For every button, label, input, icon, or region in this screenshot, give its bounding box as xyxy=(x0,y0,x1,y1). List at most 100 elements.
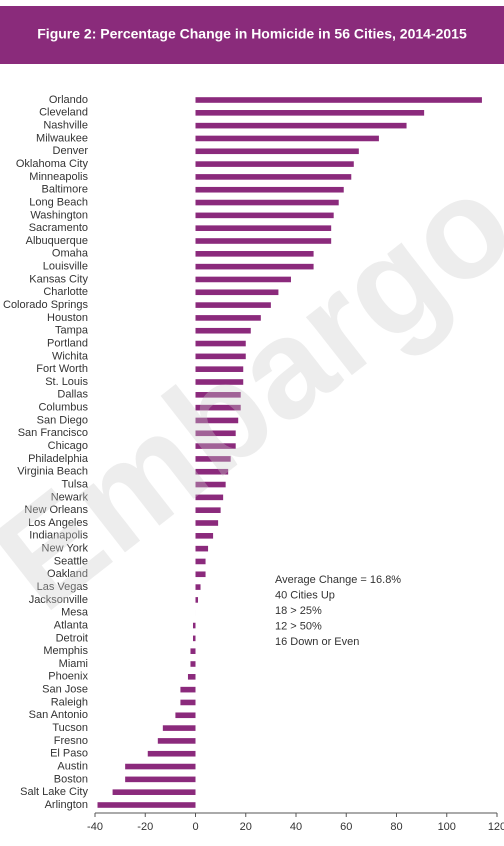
bar xyxy=(125,776,196,783)
bar xyxy=(195,558,206,565)
x-tick-label: 80 xyxy=(390,821,402,833)
y-tick-label: Chicago xyxy=(48,440,88,452)
y-tick-label: Sacramento xyxy=(29,222,88,234)
y-tick-label: Indianapolis xyxy=(29,530,88,542)
bar xyxy=(195,97,482,103)
title-banner xyxy=(0,6,504,64)
bar xyxy=(147,750,196,757)
y-tick-label: Nashville xyxy=(43,120,88,132)
y-tick-label: Tampa xyxy=(55,325,89,337)
bar xyxy=(157,738,196,744)
y-tick-label: Louisville xyxy=(43,261,88,273)
bar xyxy=(195,340,246,347)
bar xyxy=(195,481,226,488)
bar xyxy=(195,238,332,244)
y-tick-label: Virginia Beach xyxy=(17,466,88,478)
y-tick-label: Wichita xyxy=(52,350,89,362)
bar xyxy=(195,430,236,437)
y-tick-label: Denver xyxy=(53,145,89,157)
bar xyxy=(195,545,209,552)
bar xyxy=(195,417,239,424)
bar xyxy=(187,674,196,680)
bar xyxy=(195,251,314,257)
y-tick-label: Oklahoma City xyxy=(16,158,89,170)
chart-title: Figure 2: Percentage Change in Homicide … xyxy=(37,26,467,42)
bar xyxy=(195,302,271,308)
x-tick-label: 0 xyxy=(192,821,198,833)
bar xyxy=(195,533,214,539)
y-tick-label: Columbus xyxy=(38,402,88,414)
y-tick-label: San Diego xyxy=(37,414,88,426)
y-tick-label: Mesa xyxy=(61,607,89,619)
y-tick-label: St. Louis xyxy=(45,376,88,388)
bar xyxy=(195,186,344,193)
x-tick-label: -40 xyxy=(87,821,103,833)
y-tick-label: Raleigh xyxy=(51,696,88,708)
y-tick-label: Boston xyxy=(54,773,88,785)
y-tick-label: Washington xyxy=(30,209,88,221)
bar xyxy=(195,468,229,475)
x-tick-label: -20 xyxy=(137,821,153,833)
bar xyxy=(195,404,241,411)
bar xyxy=(195,597,199,603)
bar xyxy=(195,353,246,360)
y-tick-label: Seattle xyxy=(54,555,88,567)
y-tick-label: San Francisco xyxy=(18,427,88,439)
y-tick-label: Houston xyxy=(47,312,88,324)
y-tick-label: Arlington xyxy=(45,799,88,811)
bar xyxy=(195,494,224,501)
y-tick-label: San Antonio xyxy=(29,709,88,721)
y-tick-label: Baltimore xyxy=(42,184,88,196)
y-tick-label: Charlotte xyxy=(43,286,88,298)
annotation: 12 > 50% xyxy=(275,620,322,632)
bar xyxy=(112,789,196,795)
y-tick-label: Los Angeles xyxy=(28,517,88,529)
annotation: 40 Cities Up xyxy=(275,589,335,601)
bar xyxy=(125,763,196,770)
y-tick-label: Minneapolis xyxy=(29,171,88,183)
bar xyxy=(195,174,352,180)
annotation: 16 Down or Even xyxy=(275,636,359,648)
y-tick-label: Phoenix xyxy=(48,671,88,683)
bar xyxy=(195,199,339,206)
y-tick-label: Philadelphia xyxy=(28,453,89,465)
bar xyxy=(190,661,196,667)
y-tick-label: Detroit xyxy=(56,632,88,644)
bar xyxy=(175,712,196,719)
y-tick-label: Atlanta xyxy=(54,619,89,631)
bar xyxy=(195,110,425,116)
bar xyxy=(195,289,279,296)
bar xyxy=(195,315,261,321)
bar xyxy=(195,327,251,334)
y-tick-label: Albuquerque xyxy=(26,235,88,247)
bar xyxy=(192,622,196,629)
annotation: Average Change = 16.8% xyxy=(275,574,401,586)
y-tick-label: Newark xyxy=(51,491,89,503)
y-tick-label: Las Vegas xyxy=(37,581,89,593)
y-tick-label: Austin xyxy=(57,760,88,772)
x-tick-label: 120 xyxy=(488,821,504,833)
bar xyxy=(195,148,359,155)
bar xyxy=(97,802,196,808)
bar xyxy=(195,276,291,283)
bar xyxy=(180,699,196,706)
y-tick-label: Orlando xyxy=(49,94,88,106)
y-tick-label: Fresno xyxy=(54,735,88,747)
y-tick-label: Miami xyxy=(59,658,88,670)
y-tick-label: Fort Worth xyxy=(36,363,88,375)
bar xyxy=(195,443,236,449)
y-tick-label: New York xyxy=(42,543,89,555)
y-tick-label: Colorado Springs xyxy=(3,299,88,311)
y-tick-label: Memphis xyxy=(43,645,88,657)
y-tick-label: Cleveland xyxy=(39,107,88,119)
x-tick-label: 40 xyxy=(290,821,302,833)
y-tick-label: Kansas City xyxy=(29,273,88,285)
y-tick-label: Salt Lake City xyxy=(20,786,88,798)
bar xyxy=(192,635,196,642)
y-tick-label: Portland xyxy=(47,337,88,349)
bar xyxy=(162,725,196,731)
y-tick-label: Dallas xyxy=(57,389,88,401)
bar xyxy=(195,212,334,219)
y-tick-label: Tucson xyxy=(52,722,88,734)
